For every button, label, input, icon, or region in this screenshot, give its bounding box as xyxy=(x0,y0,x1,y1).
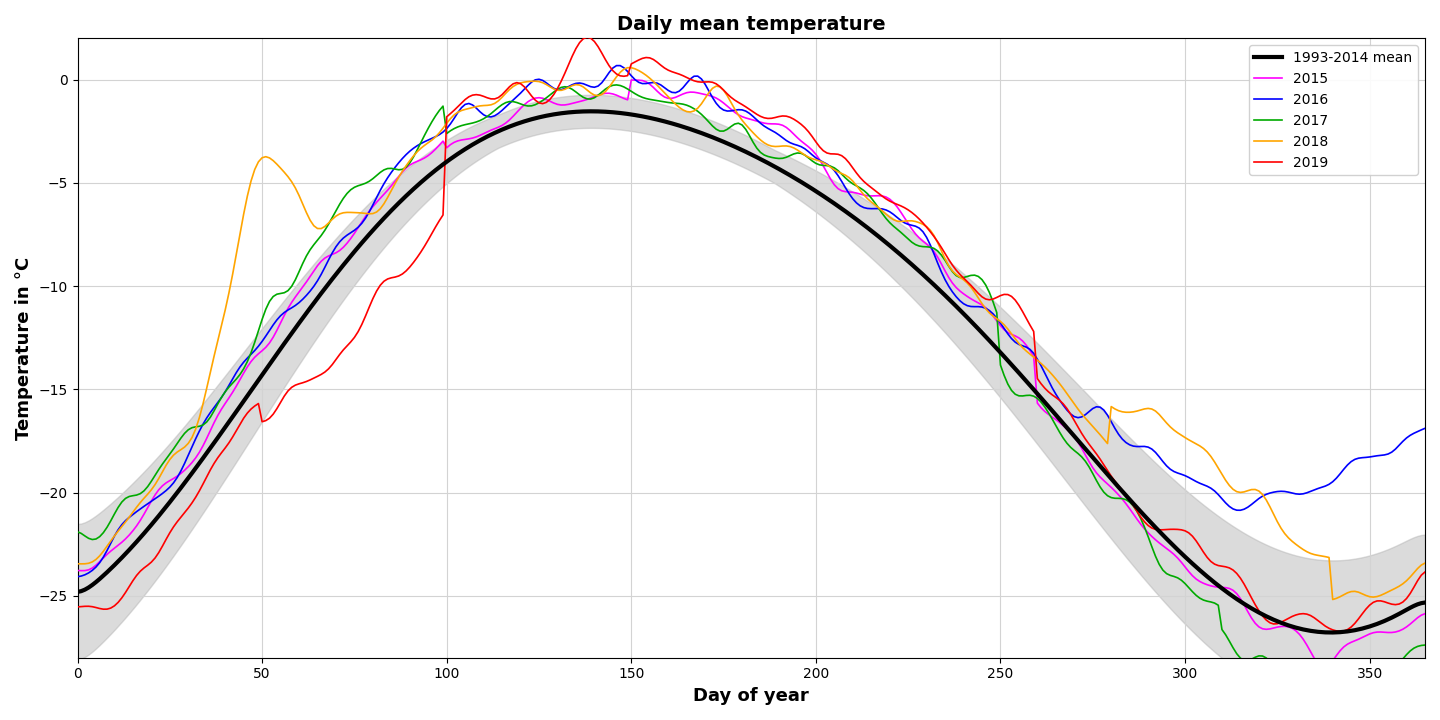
2018 xyxy=(1417,559,1434,567)
2017 xyxy=(1313,680,1331,688)
2019 xyxy=(579,33,596,42)
Legend: 1993-2014 mean, 2015, 2016, 2017, 2018, 2019: 1993-2014 mean, 2015, 2016, 2017, 2018, … xyxy=(1248,45,1418,175)
1993-2014 mean xyxy=(202,444,219,452)
2017 xyxy=(995,371,1012,379)
2019 xyxy=(298,377,315,386)
2018 xyxy=(202,367,219,376)
2015 xyxy=(622,76,639,84)
2015 xyxy=(799,143,816,151)
X-axis label: Day of year: Day of year xyxy=(694,687,809,705)
Line: 2015: 2015 xyxy=(78,80,1426,667)
2018 xyxy=(619,63,636,72)
1993-2014 mean xyxy=(346,247,363,256)
2016 xyxy=(1417,424,1434,433)
2016 xyxy=(1070,413,1087,422)
1993-2014 mean xyxy=(1417,598,1434,607)
1993-2014 mean xyxy=(799,182,816,191)
Title: Daily mean temperature: Daily mean temperature xyxy=(616,15,886,34)
2017 xyxy=(608,81,625,89)
2015 xyxy=(298,278,315,287)
2015 xyxy=(995,325,1012,334)
2017 xyxy=(202,413,219,421)
2017 xyxy=(799,153,816,162)
1993-2014 mean xyxy=(298,309,315,318)
2019 xyxy=(799,127,816,136)
Line: 2019: 2019 xyxy=(78,37,1426,631)
1993-2014 mean xyxy=(1323,628,1341,636)
2018 xyxy=(799,153,816,161)
2018 xyxy=(69,559,86,568)
1993-2014 mean xyxy=(69,588,86,596)
2018 xyxy=(1070,405,1087,413)
2015 xyxy=(69,566,86,575)
2015 xyxy=(1417,609,1434,618)
2016 xyxy=(608,61,625,70)
1993-2014 mean xyxy=(582,107,599,116)
2017 xyxy=(298,252,315,261)
2019 xyxy=(1332,627,1349,636)
2018 xyxy=(346,208,363,217)
2016 xyxy=(202,408,219,417)
2017 xyxy=(69,528,86,536)
2015 xyxy=(1316,663,1333,672)
2016 xyxy=(346,226,363,235)
2017 xyxy=(1417,641,1434,649)
2015 xyxy=(1070,438,1087,446)
2017 xyxy=(346,183,363,192)
Line: 1993-2014 mean: 1993-2014 mean xyxy=(78,112,1426,632)
2019 xyxy=(1070,423,1087,431)
2016 xyxy=(69,572,86,581)
2015 xyxy=(346,229,363,238)
2017 xyxy=(1070,449,1087,458)
Line: 2017: 2017 xyxy=(78,85,1426,684)
2019 xyxy=(1417,567,1434,576)
Line: 2018: 2018 xyxy=(78,68,1426,600)
2018 xyxy=(995,320,1012,329)
2019 xyxy=(346,333,363,342)
2018 xyxy=(298,208,315,217)
2019 xyxy=(202,465,219,474)
2019 xyxy=(995,290,1012,299)
Line: 2016: 2016 xyxy=(78,66,1426,577)
Y-axis label: Temperature in °C: Temperature in °C xyxy=(14,256,33,440)
2016 xyxy=(298,291,315,300)
2019 xyxy=(69,603,86,611)
2015 xyxy=(202,426,219,435)
2016 xyxy=(799,148,816,156)
1993-2014 mean xyxy=(995,352,1012,361)
2018 xyxy=(1323,595,1341,604)
1993-2014 mean xyxy=(1070,436,1087,445)
2016 xyxy=(995,324,1012,333)
